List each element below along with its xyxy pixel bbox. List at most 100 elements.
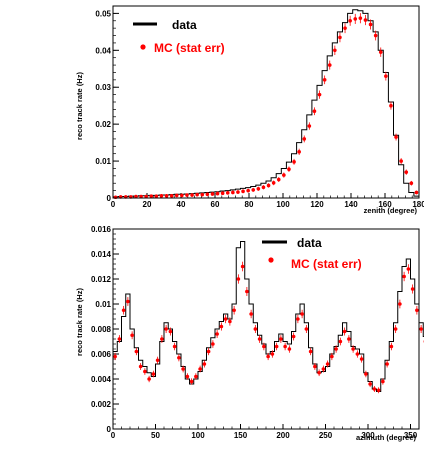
zenith-mc-marker (333, 48, 337, 53)
azimuth-mc-point (313, 363, 317, 370)
azimuth-mc-marker (177, 355, 181, 360)
azimuth-mc-point (351, 345, 355, 353)
zenith-mc-point (241, 189, 245, 194)
zenith-x-tick-label: 80 (245, 200, 254, 209)
azimuth-mc-marker (253, 327, 258, 331)
azimuth-mc-marker (419, 327, 423, 331)
azimuth-mc-marker (325, 362, 330, 366)
zenith-mc-marker (185, 193, 189, 197)
zenith-x-tick-label: 20 (143, 200, 152, 209)
zenith-mc-point (414, 190, 419, 195)
azimuth-mc-marker (232, 308, 236, 313)
azimuth-mc-marker (160, 337, 164, 341)
zenith-mc-point (231, 190, 235, 195)
azimuth-x-tick-label: 300 (361, 431, 375, 440)
zenith-mc-point (327, 60, 332, 70)
azimuth-mc-marker (236, 277, 241, 281)
azimuth-mc-point (376, 387, 381, 394)
zenith-mc-point (338, 32, 342, 43)
zenith-mc-marker (399, 159, 403, 163)
zenith-mc-marker (307, 124, 312, 128)
zenith-mc-marker (287, 167, 291, 171)
azimuth-mc-marker (321, 367, 326, 371)
azimuth-xlabel: azimuth (degree) (356, 433, 417, 442)
azimuth-mc-marker (347, 337, 351, 341)
azimuth-mc-marker (164, 327, 168, 331)
azimuth-mc-marker (245, 289, 249, 294)
zenith-mc-marker (348, 18, 352, 23)
zenith-y-tick-label: 0.01 (95, 157, 111, 166)
azimuth-mc-point (245, 286, 249, 297)
azimuth-mc-marker (211, 342, 215, 346)
zenith-data-histogram (112, 9, 420, 198)
zenith-mc-marker (169, 193, 174, 198)
zenith-mc-point (307, 122, 312, 130)
legend-mc-marker (140, 44, 146, 50)
azimuth-mc-point (249, 309, 253, 319)
zenith-mc-marker (302, 137, 307, 141)
azimuth-legend: data MC (stat err) (262, 236, 362, 271)
azimuth-mc-point (253, 324, 258, 334)
zenith-mc-marker (159, 193, 164, 198)
azimuth-mc-marker (228, 319, 232, 324)
azimuth-mc-marker (262, 344, 266, 349)
azimuth-mc-point (355, 350, 360, 358)
azimuth-mc-marker (330, 354, 334, 359)
zenith-series (112, 9, 420, 200)
azimuth-mc-marker (283, 344, 287, 349)
zenith-mc-point (292, 158, 296, 165)
azimuth-mc-marker (223, 317, 228, 321)
azimuth-mc-point (240, 261, 245, 272)
azimuth-mc-marker (279, 337, 283, 341)
zenith-mc-point (409, 180, 414, 186)
zenith-mc-point (373, 30, 378, 41)
zenith-mc-point (368, 19, 373, 30)
zenith-mc-marker (164, 193, 169, 198)
azimuth-mc-marker (389, 344, 394, 349)
azimuth-frame (112, 228, 420, 430)
azimuth-series (112, 241, 424, 429)
azimuth-mc-point (130, 331, 134, 340)
azimuth-mc-marker (181, 367, 185, 371)
azimuth-mc-point (300, 309, 304, 319)
zenith-mc-marker (297, 150, 301, 154)
zenith-mc-marker (134, 194, 138, 199)
zenith-mc-marker (241, 189, 245, 194)
azimuth-mc-point (223, 314, 228, 324)
azimuth-mc-point (406, 264, 411, 274)
zenith-mc-marker (144, 194, 148, 199)
zenith-mc-marker (378, 50, 383, 54)
zenith-mc-point (399, 158, 403, 165)
azimuth-mc-point (410, 284, 415, 294)
azimuth-mc-marker (121, 308, 126, 313)
zenith-mc-point (287, 166, 291, 172)
zenith-mc-marker (210, 192, 215, 196)
azimuth-mc-point (321, 365, 326, 373)
zenith-y-tick-label: 0.03 (95, 83, 111, 92)
zenith-mc-marker (409, 181, 414, 186)
azimuth-mc-marker (274, 344, 279, 349)
azimuth-mc-point (134, 347, 139, 356)
zenith-mc-point (312, 107, 317, 116)
zenith-x-tick-label: 60 (211, 200, 220, 209)
zenith-mc-point (322, 75, 327, 85)
zenith-mc-marker (180, 193, 184, 198)
azimuth-y-ticks: 0 0.002 0.004 0.006 0.008 0.01 0.012 0.014 0.016 (91, 225, 119, 434)
zenith-mc-marker (327, 63, 332, 67)
azimuth-mc-marker (415, 308, 419, 313)
azimuth-mc-point (215, 330, 219, 338)
azimuth-mc-marker (266, 354, 270, 359)
azimuth-mc-point (347, 335, 351, 343)
azimuth-mc-point (330, 352, 334, 361)
azimuth-mc-marker (138, 364, 143, 369)
azimuth-mc-point (308, 347, 313, 356)
azimuth-mc-marker (308, 349, 313, 354)
azimuth-mc-marker (143, 369, 147, 374)
azimuth-mc-point (296, 314, 300, 324)
azimuth-mc-point (398, 299, 402, 309)
zenith-mc-point (297, 148, 301, 156)
azimuth-mc-point (121, 305, 126, 315)
azimuth-mc-marker (185, 374, 190, 379)
azimuth-mc-point (385, 360, 389, 368)
